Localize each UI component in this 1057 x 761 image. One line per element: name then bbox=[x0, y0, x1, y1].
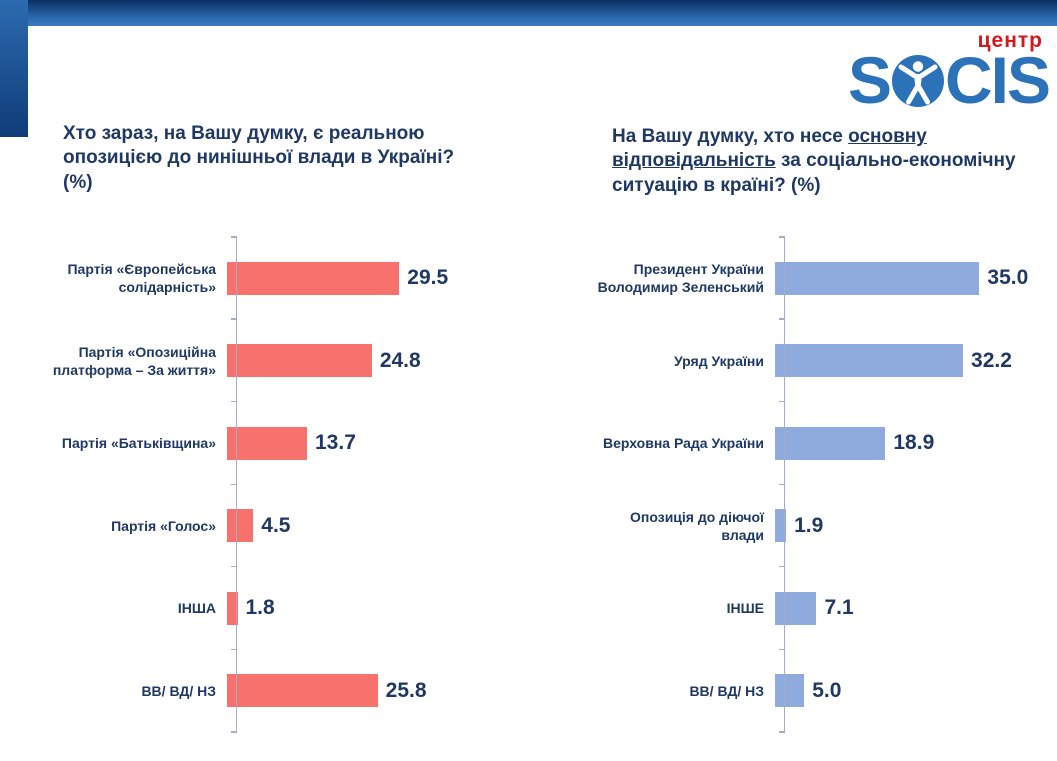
category-label: Президент України Володимир Зеленський bbox=[597, 261, 764, 296]
value-label: 32.2 bbox=[971, 348, 1012, 372]
bar-row: Президент України Володимир Зеленський 3… bbox=[588, 237, 1057, 320]
bar bbox=[227, 261, 400, 295]
value-label: 29.5 bbox=[407, 266, 449, 290]
bar bbox=[775, 674, 805, 708]
value-label: 13.7 bbox=[315, 431, 356, 455]
category-label: Партія «Європейська солідарність» bbox=[67, 261, 216, 296]
category-label: Партія «Голос» bbox=[111, 517, 216, 534]
logo-text-cis: CIS bbox=[944, 43, 1051, 117]
category-label: Опозиція до діючої влади bbox=[630, 508, 764, 543]
value-label: 7.1 bbox=[824, 596, 854, 620]
top-banner-bar bbox=[0, 0, 1057, 26]
bar bbox=[227, 426, 307, 460]
right-title-prefix: На Вашу думку, хто несе bbox=[612, 126, 849, 147]
category-label: ІНША bbox=[177, 600, 216, 617]
bar bbox=[775, 261, 980, 295]
value-label: 35.0 bbox=[987, 266, 1029, 290]
bar-row: ІНШЕ 7.1 bbox=[588, 567, 1057, 650]
axis-line bbox=[779, 236, 785, 733]
bar-row: Уряд України 32.2 bbox=[588, 320, 1057, 403]
bar-row: Партія «Європейська солідарність» 29.5 bbox=[40, 237, 540, 320]
bar-row: Опозиція до діючої влади 1.9 bbox=[588, 485, 1057, 568]
bar-row: Верховна Рада України 18.9 bbox=[588, 402, 1057, 485]
right-title-underlined: основну відповідальність bbox=[612, 126, 927, 172]
category-label: ВВ/ ВД/ НЗ bbox=[141, 682, 216, 699]
bar-row: Партія «Батьківщина» 13.7 bbox=[40, 402, 540, 485]
bar-row: ВВ/ ВД/ НЗ 25.8 bbox=[40, 650, 540, 733]
bar bbox=[775, 344, 964, 378]
value-label: 1.8 bbox=[245, 596, 275, 620]
category-label: Партія «Батьківщина» bbox=[61, 435, 216, 452]
axis-line bbox=[231, 236, 237, 733]
bar bbox=[227, 509, 254, 543]
left-bar-chart: Партія «Європейська солідарність» 29.5 П… bbox=[40, 236, 540, 733]
logo-center-label: центр bbox=[977, 29, 1043, 52]
value-label: 18.9 bbox=[893, 431, 935, 455]
category-label: Уряд України bbox=[673, 352, 764, 369]
left-corner-block bbox=[0, 0, 28, 137]
value-label: 24.8 bbox=[379, 348, 421, 372]
bar-row: Партія «Опозиційна платформа – За життя»… bbox=[40, 320, 540, 403]
bar bbox=[227, 344, 372, 378]
bar bbox=[227, 674, 378, 708]
socis-logo: центр S CIS bbox=[819, 29, 1051, 117]
vitruvian-person-icon bbox=[891, 55, 944, 108]
bar bbox=[775, 591, 817, 625]
left-chart-title: Хто зараз, на Вашу думку, є реальною опо… bbox=[63, 123, 455, 193]
category-label: Партія «Опозиційна платформа – За життя» bbox=[52, 343, 216, 378]
bar bbox=[227, 591, 238, 625]
right-bar-chart: Президент України Володимир Зеленський 3… bbox=[588, 236, 1057, 733]
category-label: ІНШЕ bbox=[726, 600, 764, 617]
right-chart-title: На Вашу думку, хто несе основну відповід… bbox=[612, 125, 1044, 198]
category-label: ВВ/ ВД/ НЗ bbox=[689, 682, 764, 699]
category-label: Верховна Рада України bbox=[602, 435, 764, 452]
value-label: 4.5 bbox=[261, 513, 291, 537]
right-title-suffix: за соціально-економічну ситуацію в країн… bbox=[612, 150, 1016, 196]
logo-text-s: S bbox=[847, 43, 892, 117]
bar-row: Партія «Голос» 4.5 bbox=[40, 485, 540, 568]
value-label: 5.0 bbox=[812, 678, 842, 702]
bar bbox=[775, 426, 886, 460]
bar-row: ІНША 1.8 bbox=[40, 567, 540, 650]
value-label: 1.9 bbox=[794, 513, 824, 537]
bar bbox=[775, 509, 787, 543]
bar-row: ВВ/ ВД/ НЗ 5.0 bbox=[588, 650, 1057, 733]
value-label: 25.8 bbox=[385, 678, 427, 702]
